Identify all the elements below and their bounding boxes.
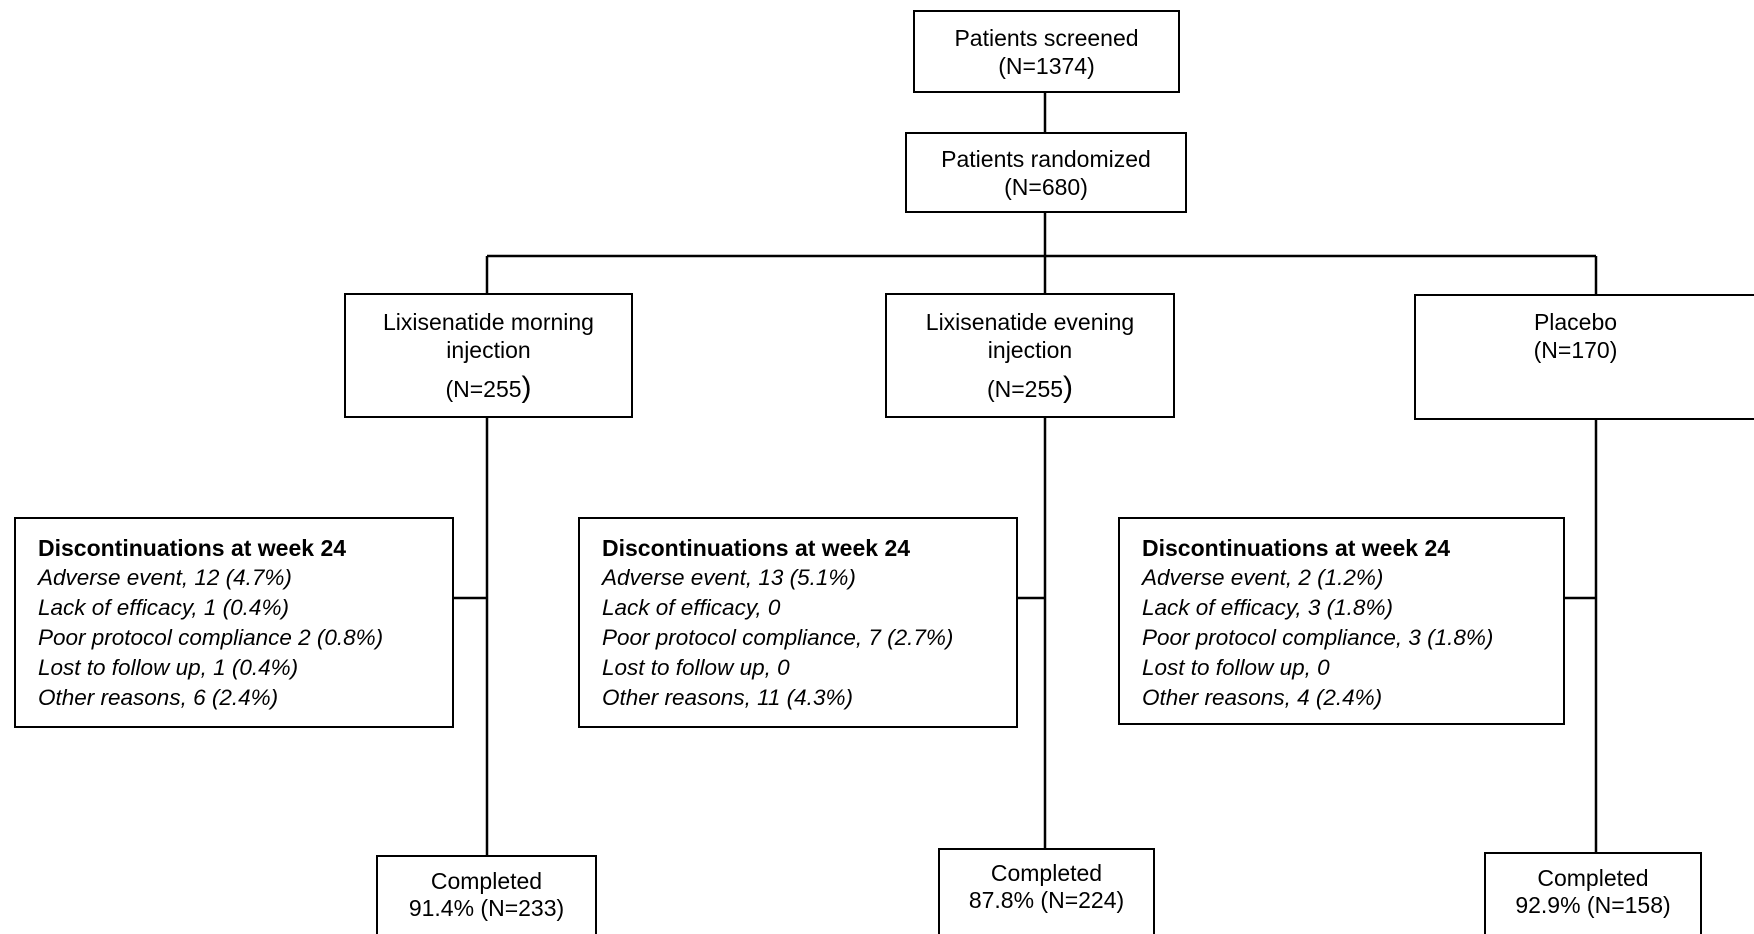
- discontinuation-item: Lack of efficacy, 1 (0.4%): [38, 595, 289, 620]
- discontinuation-item: Poor protocol compliance 2 (0.8%): [38, 625, 384, 650]
- arm-title-line2: injection: [987, 337, 1073, 363]
- discontinuations-box-evening: Discontinuations at week 24 Adverse even…: [578, 517, 1018, 728]
- discontinuation-item: Poor protocol compliance, 3 (1.8%): [1142, 625, 1494, 650]
- screened-count: (N=1374): [998, 52, 1095, 79]
- discontinuation-item: Poor protocol compliance, 7 (2.7%): [602, 625, 954, 650]
- discontinuation-item: Other reasons, 4 (2.4%): [1142, 685, 1383, 710]
- discontinuations-box-morning: Discontinuations at week 24 Adverse even…: [14, 517, 454, 728]
- discontinuation-item: Other reasons, 6 (2.4%): [38, 685, 279, 710]
- discontinuation-item: Other reasons, 11 (4.3%): [602, 685, 853, 710]
- discontinuation-item: Lack of efficacy, 3 (1.8%): [1142, 595, 1393, 620]
- discontinuation-item: Lost to follow up, 0: [602, 655, 790, 680]
- arm-title-line2: injection: [446, 337, 531, 363]
- completed-value: 91.4% (N=233): [408, 895, 565, 921]
- completed-box-placebo: Completed 92.9% (N=158): [1484, 852, 1702, 934]
- completed-label: Completed: [1537, 865, 1649, 891]
- arm-box-morning: Lixisenatide morning injection (N=255): [344, 293, 633, 418]
- discontinuations-title: Discontinuations at week 24: [602, 535, 911, 561]
- discontinuation-item: Adverse event, 13 (5.1%): [602, 565, 856, 590]
- discontinuations-title: Discontinuations at week 24: [1142, 535, 1451, 561]
- arm-count-paren: ): [521, 371, 532, 404]
- completed-value: 87.8% (N=224): [968, 887, 1125, 913]
- screened-box: Patients screened (N=1374): [913, 10, 1180, 93]
- discontinuations-title: Discontinuations at week 24: [38, 535, 347, 561]
- arm-count: (N=255): [986, 371, 1074, 404]
- arm-title-line1: Placebo: [1533, 309, 1618, 335]
- arm-count-value: (N=255: [445, 376, 522, 402]
- arm-count-paren: ): [1063, 371, 1074, 404]
- arm-title-line1: Lixisenatide evening: [925, 309, 1135, 335]
- randomized-title: Patients randomized: [941, 145, 1151, 172]
- completed-box-morning: Completed 91.4% (N=233): [376, 855, 597, 934]
- completed-label: Completed: [990, 860, 1103, 886]
- completed-label: Completed: [430, 868, 543, 894]
- arm-title-line1: Lixisenatide morning: [383, 309, 594, 335]
- arm-box-evening: Lixisenatide evening injection (N=255): [885, 293, 1175, 418]
- discontinuation-item: Lack of efficacy, 0: [602, 595, 781, 620]
- discontinuations-box-placebo: Discontinuations at week 24 Adverse even…: [1118, 517, 1565, 725]
- randomized-count: (N=680): [1004, 173, 1088, 200]
- discontinuation-item: Lost to follow up, 1 (0.4%): [38, 655, 299, 680]
- arm-count-value: (N=255: [986, 376, 1064, 402]
- arm-count: (N=170): [1533, 337, 1618, 363]
- completed-box-evening: Completed 87.8% (N=224): [938, 848, 1155, 934]
- discontinuation-item: Adverse event, 12 (4.7%): [38, 565, 292, 590]
- discontinuation-item: Lost to follow up, 0: [1142, 655, 1330, 680]
- arm-count: (N=255): [445, 371, 532, 404]
- discontinuation-item: Adverse event, 2 (1.2%): [1142, 565, 1384, 590]
- randomized-box: Patients randomized (N=680): [905, 132, 1187, 213]
- arm-box-placebo: Placebo (N=170): [1414, 294, 1754, 420]
- screened-title: Patients screened: [954, 24, 1139, 51]
- completed-value: 92.9% (N=158): [1515, 892, 1671, 918]
